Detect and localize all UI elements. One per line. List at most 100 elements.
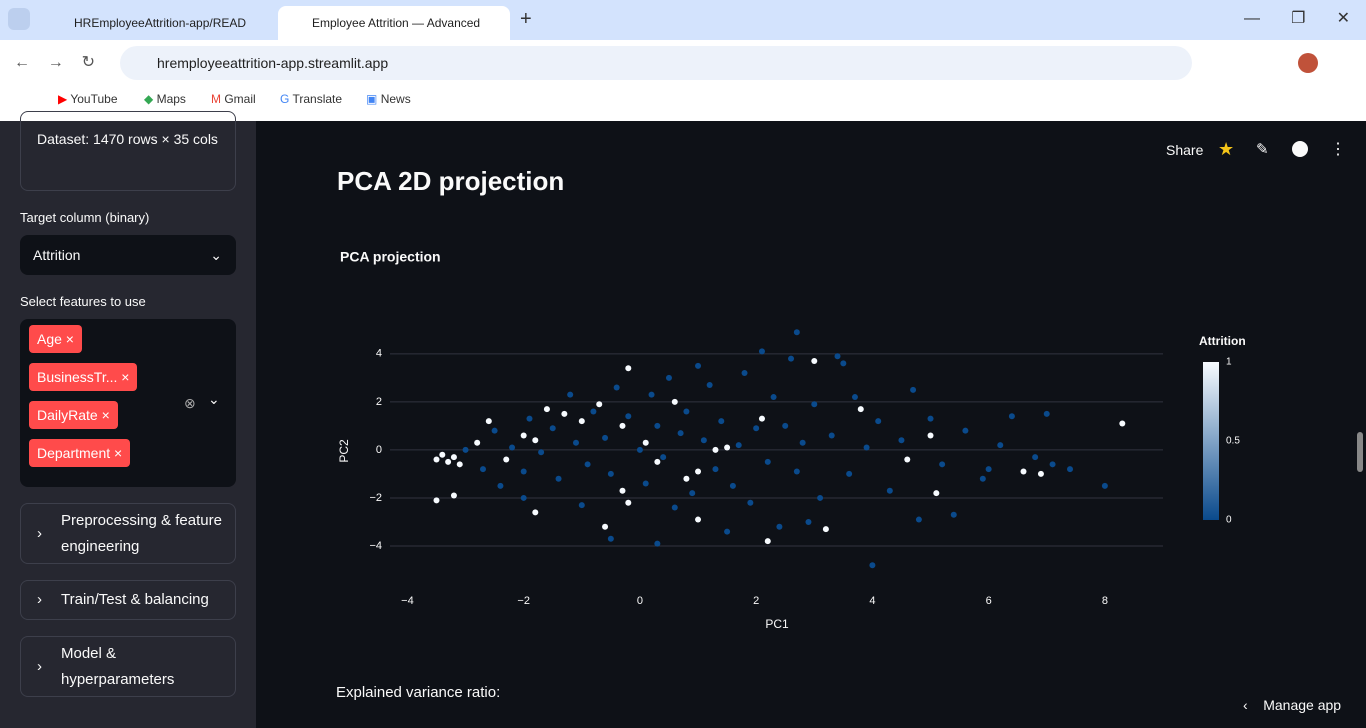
bookmark[interactable]: ▣ News: [366, 92, 411, 106]
bookmark-label: Maps: [156, 92, 186, 106]
github[interactable]: [1292, 141, 1308, 157]
tab-search[interactable]: [8, 8, 30, 30]
point: [875, 418, 882, 425]
point: [753, 425, 760, 432]
point: [758, 415, 765, 422]
point: [462, 446, 469, 453]
point: [1049, 461, 1056, 468]
window-controls[interactable]: — ❐ ✕: [1244, 10, 1350, 27]
point: [770, 394, 777, 401]
point: [927, 415, 934, 422]
label: Select features to use: [20, 294, 146, 309]
point: [532, 509, 539, 516]
dropdown[interactable]: ⌄: [208, 391, 220, 407]
tab-active[interactable]: Employee Attrition — Advanced: [278, 6, 510, 40]
toolbar: ← → ↻ hremployeeattrition-app.streamlit.…: [0, 40, 1366, 122]
profile[interactable]: [1298, 53, 1318, 73]
point: [567, 391, 574, 398]
chart: PCA projection PC2 PC1 Attrition −4 −2 0 2 4…: [337, 249, 1245, 631]
point: [602, 434, 609, 441]
dataset-text: Dataset: 1470 rows × 35 cols: [37, 131, 218, 147]
expander[interactable]: Preprocessing & feature engineering ›: [20, 503, 236, 564]
point: [822, 526, 829, 533]
point: [729, 482, 736, 489]
dataset-info: Dataset: 1470 rows × 35 cols: [20, 111, 236, 191]
manage-app[interactable]: ‹ Manage app: [1243, 697, 1342, 713]
scrollbar[interactable]: [1357, 432, 1363, 472]
url: hremployeeattrition-app.streamlit.app: [157, 55, 389, 71]
point: [939, 461, 946, 468]
point: [840, 360, 847, 367]
point: [526, 415, 533, 422]
nav-buttons[interactable]: ← → ↻: [14, 54, 95, 71]
select[interactable]: Attrition ⌄: [20, 235, 236, 275]
expander[interactable]: Model & hyperparameters ›: [20, 636, 236, 697]
feature-pill[interactable]: Department ×: [29, 439, 131, 467]
x-axis-label: PC1: [765, 617, 789, 631]
point: [776, 523, 783, 530]
point: [509, 444, 516, 451]
point: [846, 470, 853, 477]
bookmark[interactable]: ▶ YouTube: [58, 92, 118, 106]
x-tick-label: 0: [637, 595, 643, 607]
expander-label: Model & hyperparameters: [61, 644, 175, 688]
point: [758, 348, 765, 355]
point: [654, 540, 661, 547]
point: [695, 468, 702, 475]
star[interactable]: ★: [1218, 139, 1235, 159]
point: [625, 499, 632, 506]
point: [793, 468, 800, 475]
point: [788, 355, 795, 362]
share[interactable]: Share: [1166, 142, 1204, 158]
bookmark-label: News: [380, 92, 411, 106]
point: [979, 475, 986, 482]
point: [450, 454, 457, 461]
point: [857, 406, 864, 413]
bookmark[interactable]: ◆ Maps: [144, 92, 186, 106]
x-tick-label: 6: [986, 595, 992, 607]
point: [747, 499, 754, 506]
point: [724, 444, 731, 451]
point: [520, 494, 527, 501]
bookmark-label: Translate: [292, 92, 343, 106]
point: [543, 406, 550, 413]
expander[interactable]: Train/Test & balancing ›: [20, 580, 236, 620]
feature-pill[interactable]: Age ×: [29, 325, 82, 353]
select-value: Attrition: [33, 247, 81, 263]
colorbar-tick-label: 0.5: [1226, 436, 1240, 447]
edit[interactable]: ✎: [1256, 141, 1269, 158]
point: [811, 358, 818, 365]
point: [683, 475, 690, 482]
variance-label: Explained variance ratio:: [336, 684, 501, 701]
point: [712, 466, 719, 473]
feature-pill[interactable]: BusinessTr... ×: [29, 363, 138, 391]
point: [1008, 413, 1015, 420]
point: [886, 487, 893, 494]
clear[interactable]: ⊗: [184, 395, 196, 411]
tab-title: HREmployeeAttrition-app/READ: [74, 16, 247, 30]
point: [1119, 420, 1126, 427]
colorbar: [1203, 362, 1219, 520]
tab[interactable]: HREmployeeAttrition-app/READ: [40, 6, 272, 40]
multiselect[interactable]: Age × BusinessTr... × DailyRate × Departmen…: [20, 319, 236, 487]
y-tick-label: −4: [369, 540, 382, 552]
menu[interactable]: ⋮: [1330, 141, 1346, 158]
point: [503, 456, 510, 463]
point: [549, 425, 556, 432]
pill-label: Age: [37, 331, 62, 347]
point: [933, 490, 940, 497]
x-tick-label: −2: [517, 595, 530, 607]
point: [1037, 470, 1044, 477]
point: [677, 430, 684, 437]
address-bar[interactable]: hremployeeattrition-app.streamlit.app: [120, 46, 1192, 80]
chart-title: PCA projection: [340, 249, 441, 265]
feature-pill[interactable]: DailyRate ×: [29, 401, 118, 429]
new-tab[interactable]: +: [520, 8, 532, 30]
point: [660, 454, 667, 461]
tab-bar: HREmployeeAttrition-app/READ Employee At…: [0, 0, 1366, 40]
point: [851, 394, 858, 401]
bookmark[interactable]: G Translate: [280, 92, 343, 106]
bookmark[interactable]: M Gmail: [211, 92, 256, 106]
point: [584, 461, 591, 468]
